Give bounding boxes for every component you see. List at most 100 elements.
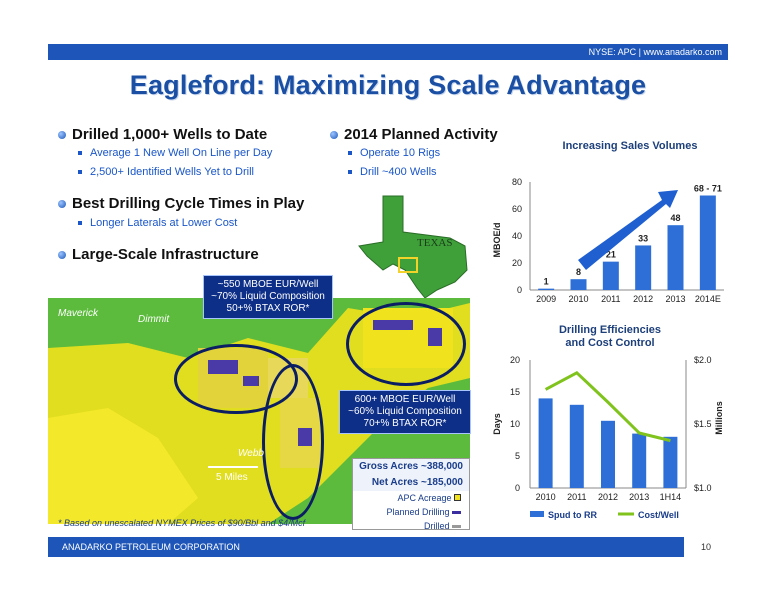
callout-line: ~550 MBOE EUR/Well: [217, 279, 319, 290]
data-label: 8: [576, 267, 581, 277]
callout-box-2: 600+ MBOE EUR/Well ~60% Liquid Compositi…: [339, 390, 471, 434]
texas-label: TEXAS: [417, 237, 452, 249]
bar: [635, 245, 652, 290]
ellipse-area-3: [262, 364, 324, 520]
cagr-arrow-icon: [578, 190, 678, 270]
square-bullet-icon: [78, 221, 82, 226]
bullet-icon: [58, 200, 66, 209]
callout-box-1: ~550 MBOE EUR/Well ~70% Liquid Compositi…: [203, 275, 333, 319]
scale-label: 5 Miles: [216, 472, 248, 483]
map-legend: Gross Acres ~388,000 Net Acres ~185,000 …: [352, 458, 470, 533]
bullet-icon: [58, 251, 66, 260]
x-tick-label: 2014E: [695, 294, 721, 304]
planned-swatch-icon: [452, 511, 461, 515]
label-maverick: Maverick: [58, 308, 99, 319]
chart2-title: Drilling Efficiencies and Cost Control: [558, 324, 662, 349]
square-bullet-icon: [348, 151, 352, 156]
acreage-swatch-icon: [454, 494, 461, 501]
legend-bar-swatch-icon: [530, 511, 544, 517]
bar: [538, 288, 555, 290]
callout-line: 50+% BTAX ROR*: [226, 303, 310, 314]
y-axis-label: MBOE/d: [492, 223, 502, 258]
page-title: Eagleford: Maximizing Scale Advantage: [129, 70, 647, 100]
sub-bullet: Average 1 New Well On Line per Day: [78, 147, 272, 159]
x-tick-label: 1H14: [660, 492, 682, 502]
data-label: 33: [638, 233, 648, 243]
legend-item: Planned Drilling: [353, 505, 469, 519]
square-bullet-icon: [78, 170, 82, 175]
y2-tick-label: $1.5: [694, 419, 712, 429]
x-tick-label: 2012: [598, 492, 618, 502]
bullet-infrastructure: Large-Scale Infrastructure: [58, 246, 259, 263]
x-tick-label: 2010: [536, 492, 556, 502]
legend-label: Spud to RR: [548, 510, 597, 520]
x-tick-label: 2013: [629, 492, 649, 502]
label-webb: Webb: [238, 448, 264, 459]
legend-net: Net Acres ~185,000: [353, 475, 469, 491]
sub-bullet: Operate 10 Rigs: [348, 147, 440, 159]
bar: [538, 398, 553, 488]
data-label: 1: [544, 277, 549, 287]
company-name: ANADARKO PETROLEUM CORPORATION: [62, 542, 240, 552]
x-tick-label: 2011: [567, 492, 586, 502]
texas-map: TEXAS: [358, 195, 468, 299]
legend-item: APC Acreage: [353, 491, 469, 505]
drilling-efficiency-chart: 0 5 10 15 20 $1.0 $1.5 $2.0 Days Millions 2010 2011…: [492, 355, 724, 520]
y-tick-label: 10: [510, 419, 520, 429]
y-tick-label: 0: [517, 285, 522, 295]
sub-bullet: Longer Laterals at Lower Cost: [78, 217, 237, 229]
x-tick-label: 2012: [633, 294, 653, 304]
bar: [667, 225, 684, 290]
sales-volumes-chart: 0 20 40 60 80 MBOE/d 1 2009 8 2010 21 2011 33 2012 48 2…: [492, 177, 724, 304]
label-dimmit: Dimmit: [138, 314, 170, 325]
drilled-swatch-icon: [452, 525, 461, 529]
y-tick-label: 0: [515, 483, 520, 493]
legend-gross: Gross Acres ~388,000: [353, 459, 469, 475]
y-tick-label: 20: [512, 258, 522, 268]
bar: [699, 195, 716, 290]
sub-bullet: Drill ~400 Wells: [348, 166, 437, 178]
legend-item: Drilled: [353, 519, 469, 533]
y2-tick-label: $1.0: [694, 483, 712, 493]
y2-tick-label: $2.0: [694, 355, 712, 365]
bar: [632, 433, 647, 488]
y-tick-label: 60: [512, 204, 522, 214]
page-number: 10: [684, 537, 728, 557]
legend-label: Cost/Well: [638, 510, 679, 520]
x-tick-label: 2013: [665, 294, 685, 304]
callout-line: ~60% Liquid Composition: [348, 406, 462, 417]
bullet-icon: [330, 131, 338, 140]
x-tick-label: 2010: [568, 294, 588, 304]
y-tick-label: 5: [515, 451, 520, 461]
y-tick-label: 15: [510, 387, 520, 397]
bar: [601, 420, 615, 488]
scale-bar: [208, 466, 258, 468]
bullet-planned-activity: 2014 Planned Activity: [330, 126, 498, 143]
callout-line: 70+% BTAX ROR*: [363, 418, 447, 429]
x-tick-label: 2009: [536, 294, 556, 304]
header-bar: NYSE: APC | www.anadarko.com: [48, 44, 728, 60]
footnote: * Based on unescalated NYMEX Prices of $…: [58, 518, 306, 528]
data-label: 68 - 71: [694, 184, 722, 194]
y-tick-label: 20: [510, 355, 520, 365]
bullet-icon: [58, 131, 66, 140]
square-bullet-icon: [348, 170, 352, 175]
bullet-drilling-cycle: Best Drilling Cycle Times in Play: [58, 195, 304, 212]
bar: [602, 261, 619, 290]
ticker-text: NYSE: APC | www.anadarko.com: [588, 47, 722, 57]
square-bullet-icon: [78, 151, 82, 156]
bar: [663, 436, 678, 488]
x-tick-label: 2011: [601, 294, 620, 304]
bar: [569, 404, 584, 488]
chart1-title: Increasing Sales Volumes: [562, 140, 698, 152]
ellipse-area-2: [346, 302, 466, 386]
bullet-wells-drilled: Drilled 1,000+ Wells to Date: [58, 126, 267, 143]
y-tick-label: 80: [512, 177, 522, 187]
y2-axis-label: Millions: [714, 401, 724, 435]
y-tick-label: 40: [512, 231, 522, 241]
y-axis-label: Days: [492, 413, 502, 435]
sub-bullet: 2,500+ Identified Wells Yet to Drill: [78, 166, 254, 178]
data-label: 21: [606, 250, 616, 260]
footer-bar: ANADARKO PETROLEUM CORPORATION 10: [48, 537, 728, 557]
bar: [570, 279, 587, 290]
